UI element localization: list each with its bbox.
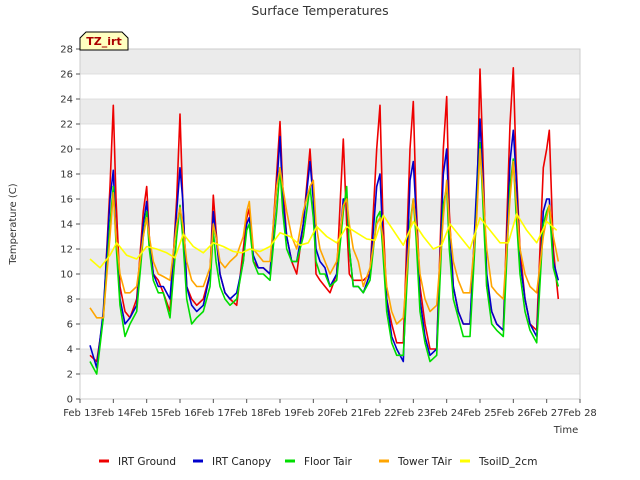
x-tick-label: Feb 16 xyxy=(163,408,197,419)
series-line-tower-tair xyxy=(89,148,560,325)
x-tick-label: Feb 13 xyxy=(63,408,97,419)
plot-band xyxy=(80,49,580,74)
x-tick-label: Feb 17 xyxy=(197,408,231,419)
plot-band xyxy=(80,324,580,349)
y-tick-label: 18 xyxy=(60,170,73,181)
chart-title: Surface Temperatures xyxy=(251,3,388,18)
x-tick-label: Feb 25 xyxy=(463,408,497,419)
y-tick-label: 24 xyxy=(60,95,73,106)
x-tick-label: Feb 28 xyxy=(563,408,597,419)
x-axis-label: Time xyxy=(553,425,578,436)
legend-item-irt-ground: IRT Ground xyxy=(99,456,176,468)
legend-item-tsoild-2cm: TsoilD_2cm xyxy=(460,456,537,468)
series-lines xyxy=(89,67,560,375)
plot-band xyxy=(80,74,580,99)
y-tick-label: 8 xyxy=(67,295,73,306)
legend-label: IRT Canopy xyxy=(212,456,271,468)
x-tick-label: Feb 24 xyxy=(430,408,464,419)
y-axis-label: Temperature (C) xyxy=(8,183,19,265)
x-tick-label: Feb 14 xyxy=(97,408,131,419)
plot-band xyxy=(80,174,580,199)
x-tick-label: Feb 23 xyxy=(397,408,431,419)
plot-band xyxy=(80,224,580,249)
x-tick-label: Feb 21 xyxy=(330,408,364,419)
plot-band xyxy=(80,349,580,374)
plot-background-bands xyxy=(80,48,580,400)
legend-item-floor-tair: Floor Tair xyxy=(285,456,352,468)
plot-band xyxy=(80,299,580,324)
x-tick-label: Feb 18 xyxy=(230,408,264,419)
x-tick-label: Feb 20 xyxy=(297,408,331,419)
plot-band xyxy=(80,99,580,124)
x-tick-label: Feb 26 xyxy=(497,408,531,419)
y-tick-label: 26 xyxy=(60,70,73,81)
y-tick-label: 12 xyxy=(60,245,73,256)
site-badge-label: TZ_irt xyxy=(86,35,121,48)
y-tick-label: 28 xyxy=(60,45,73,56)
x-tick-label: Feb 19 xyxy=(263,408,297,419)
y-tick-label: 0 xyxy=(67,395,73,406)
legend-label: Floor Tair xyxy=(304,456,352,468)
legend-label: TsoilD_2cm xyxy=(478,456,537,468)
x-axis-ticks: Feb 13 Feb 14 Feb 15 Feb 16 Feb 17 Feb 18 Feb … xyxy=(63,399,597,419)
y-tick-label: 14 xyxy=(60,220,73,231)
legend-item-irt-canopy: IRT Canopy xyxy=(193,456,271,468)
plot-band xyxy=(80,374,580,399)
site-badge-box xyxy=(79,31,129,51)
y-tick-label: 6 xyxy=(67,320,73,331)
legend-label: IRT Ground xyxy=(118,456,176,468)
plot-band xyxy=(80,199,580,224)
series-line-irt-canopy xyxy=(89,118,560,369)
legend: IRT Ground IRT Canopy Floor Tair Tower TAir… xyxy=(99,456,537,468)
y-tick-label: 16 xyxy=(60,195,73,206)
series-line-tsoild-2cm xyxy=(89,213,558,269)
plot-band xyxy=(80,249,580,274)
y-tick-label: 10 xyxy=(60,270,73,281)
site-badge: TZ_irt xyxy=(79,31,129,51)
x-tick-label: Feb 15 xyxy=(130,408,164,419)
x-tick-label: Feb 22 xyxy=(363,408,397,419)
y-tick-label: 20 xyxy=(60,145,73,156)
y-tick-label: 22 xyxy=(60,120,73,131)
plot-band xyxy=(80,124,580,149)
legend-item-tower-tair: Tower TAir xyxy=(379,456,452,468)
plot-band xyxy=(80,149,580,174)
y-tick-label: 2 xyxy=(67,370,73,381)
legend-label: Tower TAir xyxy=(397,456,452,468)
y-tick-label: 4 xyxy=(67,345,73,356)
x-tick-label: Feb 27 xyxy=(530,408,564,419)
